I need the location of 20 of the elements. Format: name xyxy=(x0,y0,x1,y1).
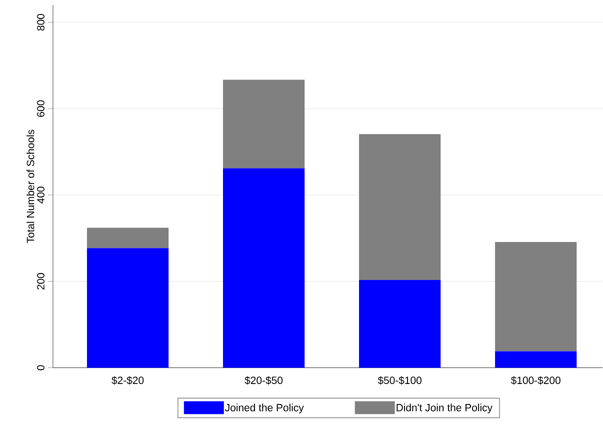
x-tick-label: $20-$50 xyxy=(244,376,283,385)
bar xyxy=(495,351,577,368)
y-tick-label: 400 xyxy=(37,186,44,204)
bar xyxy=(86,228,169,248)
x-tick-label: $2-$20 xyxy=(112,376,144,385)
y-tick-label: 800 xyxy=(37,14,44,31)
x-tick-label: $50-$100 xyxy=(378,376,422,385)
x-tick-label: $100-$200 xyxy=(510,376,560,385)
y-axis-title: Total Number of Schools xyxy=(26,130,34,244)
bar xyxy=(495,242,577,352)
bar xyxy=(222,168,305,368)
bar xyxy=(86,248,169,368)
y-tick-label: 200 xyxy=(37,273,44,290)
legend-label: Joined the Policy xyxy=(225,404,304,414)
y-tick-label: 0 xyxy=(37,365,44,370)
y-tick-label: 600 xyxy=(37,100,44,117)
bar xyxy=(222,80,305,168)
bar xyxy=(359,134,441,280)
bar xyxy=(359,280,441,368)
legend-label: Didn't Join the Policy xyxy=(396,404,492,414)
